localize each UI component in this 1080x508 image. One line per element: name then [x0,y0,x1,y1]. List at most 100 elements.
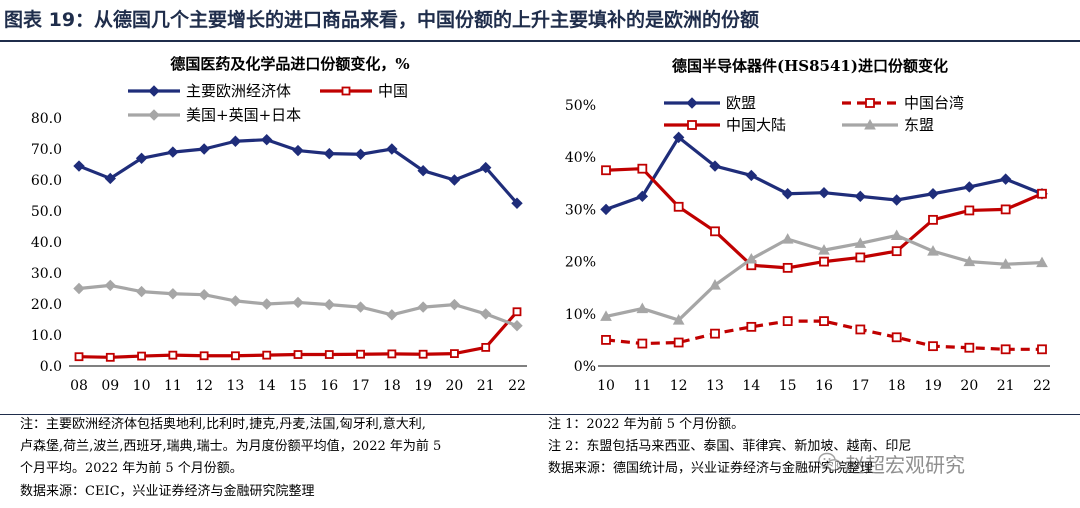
chart-0-xtick-label: 17 [352,378,370,394]
chart-0-series-0-point [135,152,148,165]
chart-0-ytick-label: 10.0 [31,328,62,344]
note-right-line1: 注 1：2022 年为前 5 个月份额。 [548,417,745,432]
chart-1-series-1-point [891,332,902,343]
chart-1-series-0-point [999,173,1012,185]
chart-1-series-2-point [673,201,684,212]
chart-1-series-0-point [963,181,976,193]
chart-0-ytick-label: 0.0 [40,359,62,375]
chart-0-series-1-point [105,352,115,362]
chart-0-legend-2-marker [148,109,160,121]
chart-0-xtick-label: 09 [101,378,119,394]
chart-0-series-1-point [293,350,303,359]
chart-1-series-1-point [746,321,757,332]
chart-1-series-3-point [963,255,976,267]
chart-1-series-0-point [818,186,830,199]
chart-1-legend-1-label: 中国台湾 [904,94,964,112]
chart-0-ytick-label: 70.0 [31,142,62,158]
chart-1-series-0-point [745,169,758,182]
chart-0-series-1-point [137,351,146,361]
chart-1-series-0-point [781,188,794,200]
chart-1-title: 德国半导体器件(HS8541)进口份额变化 [672,57,948,75]
chart-0-series-1-point [324,350,334,359]
chart-1-xtick-label: 22 [1033,378,1051,394]
chart-1-series-3-point [709,279,721,290]
chart-1-series-2-point [891,246,902,257]
chart-0-series-1-point [418,349,428,359]
chart-0-legend-0-marker [148,85,160,97]
chart-0-series-1-point [262,350,272,360]
chart-0-series-0-point [386,143,398,155]
chart-0-series-1-point [387,349,397,359]
footer-rule [0,414,1080,415]
chart-0-ytick-label: 20.0 [31,297,62,313]
chart-0-series-2-point [261,298,273,310]
chart-0-xtick-label: 16 [320,378,338,394]
chart-0-series-2-point [292,296,304,309]
chart-1-xtick-label: 17 [851,378,869,394]
chart-1-series-3-point [927,245,939,256]
chart-1-legend-3-marker [864,118,876,130]
chart-1-xtick-label: 13 [706,378,724,394]
chart-1-series-1-point [673,337,684,348]
chart-1-series-0-point [636,190,649,203]
chart-0-xtick-label: 13 [227,378,245,394]
chart-1-series-2-point [855,252,866,263]
chart-1-xtick-label: 21 [997,378,1015,394]
chart-1-ytick-label: 40% [565,150,596,166]
chart-1-legend-3-label: 东盟 [904,116,934,134]
chart-0-legend-0-label: 主要欧洲经济体 [186,82,291,100]
chart-0-series-1-point [450,349,459,359]
chart-0-series-1-point [168,350,178,360]
chart-1-series-2-point [1037,188,1047,199]
chart-0-series-2-point [480,308,492,320]
chart-1-series-1-point [1037,344,1047,355]
chart-right-semiconductors: 德国半导体器件(HS8541)进口份额变化 0% 10% 20% 30% 40% 50% 10… [565,57,1051,394]
chart-1-series-0-point [854,190,867,203]
figure-title: 图表 19：从德国几个主要增长的进口商品来看，中国份额的上升主要填补的是欧洲的份… [4,9,760,31]
chart-0-series-2-point [511,319,523,332]
chart-0-series-0-point [448,174,461,186]
source-left: 数据来源：CEIC，兴业证券经济与金融研究院整理 [20,484,315,499]
chart-1-series-1-point [928,341,938,352]
chart-1-ytick-label: 30% [565,202,596,218]
chart-1-series-1-point [964,342,975,353]
chart-0-xtick-label: 19 [414,378,432,394]
chart-0-series-0-point [104,172,116,185]
wechat-icon [818,452,842,471]
chart-0-ytick-label: 50.0 [31,204,62,220]
chart-1-series-2-point [710,226,720,237]
chart-0-series-0-point [354,148,367,160]
chart-1-series-0-point [890,194,903,206]
chart-1-xtick-label: 12 [670,378,688,394]
chart-1-ytick-label: 0% [574,359,596,375]
note-right-line2: 注 2：东盟包括马来西亚、泰国、菲律宾、新加坡、越南、印尼 [548,439,912,454]
chart-1-series-1-point [1000,344,1011,355]
chart-0-series-0-point [167,146,179,158]
chart-1-xtick-label: 18 [888,378,906,394]
chart-0-series-2-point [323,298,335,311]
chart-1-series-2-point [928,214,938,225]
chart-0-xtick-label: 20 [446,378,464,394]
chart-1-series-3-point [890,229,903,240]
watermark: 赵超宏观研究 [845,453,965,477]
chart-1-series-3-point [854,237,867,248]
chart-0-series-1-point [512,307,522,317]
chart-0-ytick-label: 80.0 [31,111,62,127]
chart-1-xtick-label: 10 [597,378,615,394]
note-left-line2: 卢森堡,荷兰,波兰,西班牙,瑞典,瑞士。为月度份额平均值，2022 年为前 5 [20,439,442,454]
chart-1-ytick-label: 50% [565,98,596,114]
chart-0-ytick-label: 40.0 [31,235,62,251]
chart-1-xtick-label: 16 [815,378,833,394]
chart-1-series-0-point [672,131,685,144]
chart-1-series-1-point [710,328,720,339]
chart-1-series-2-point [964,205,975,216]
chart-1-series-0-point [600,203,612,216]
chart-0-xtick-label: 08 [70,378,88,394]
chart-0-series-0-point [73,160,85,172]
chart-1-series-1-point [637,338,648,349]
chart-1-series-1-point [819,316,829,327]
chart-1-series-1-point [601,334,611,345]
chart-1-series-2-point [637,163,648,174]
chart-1-series-3-point [600,310,612,321]
chart-0-series-1-point [199,351,209,361]
